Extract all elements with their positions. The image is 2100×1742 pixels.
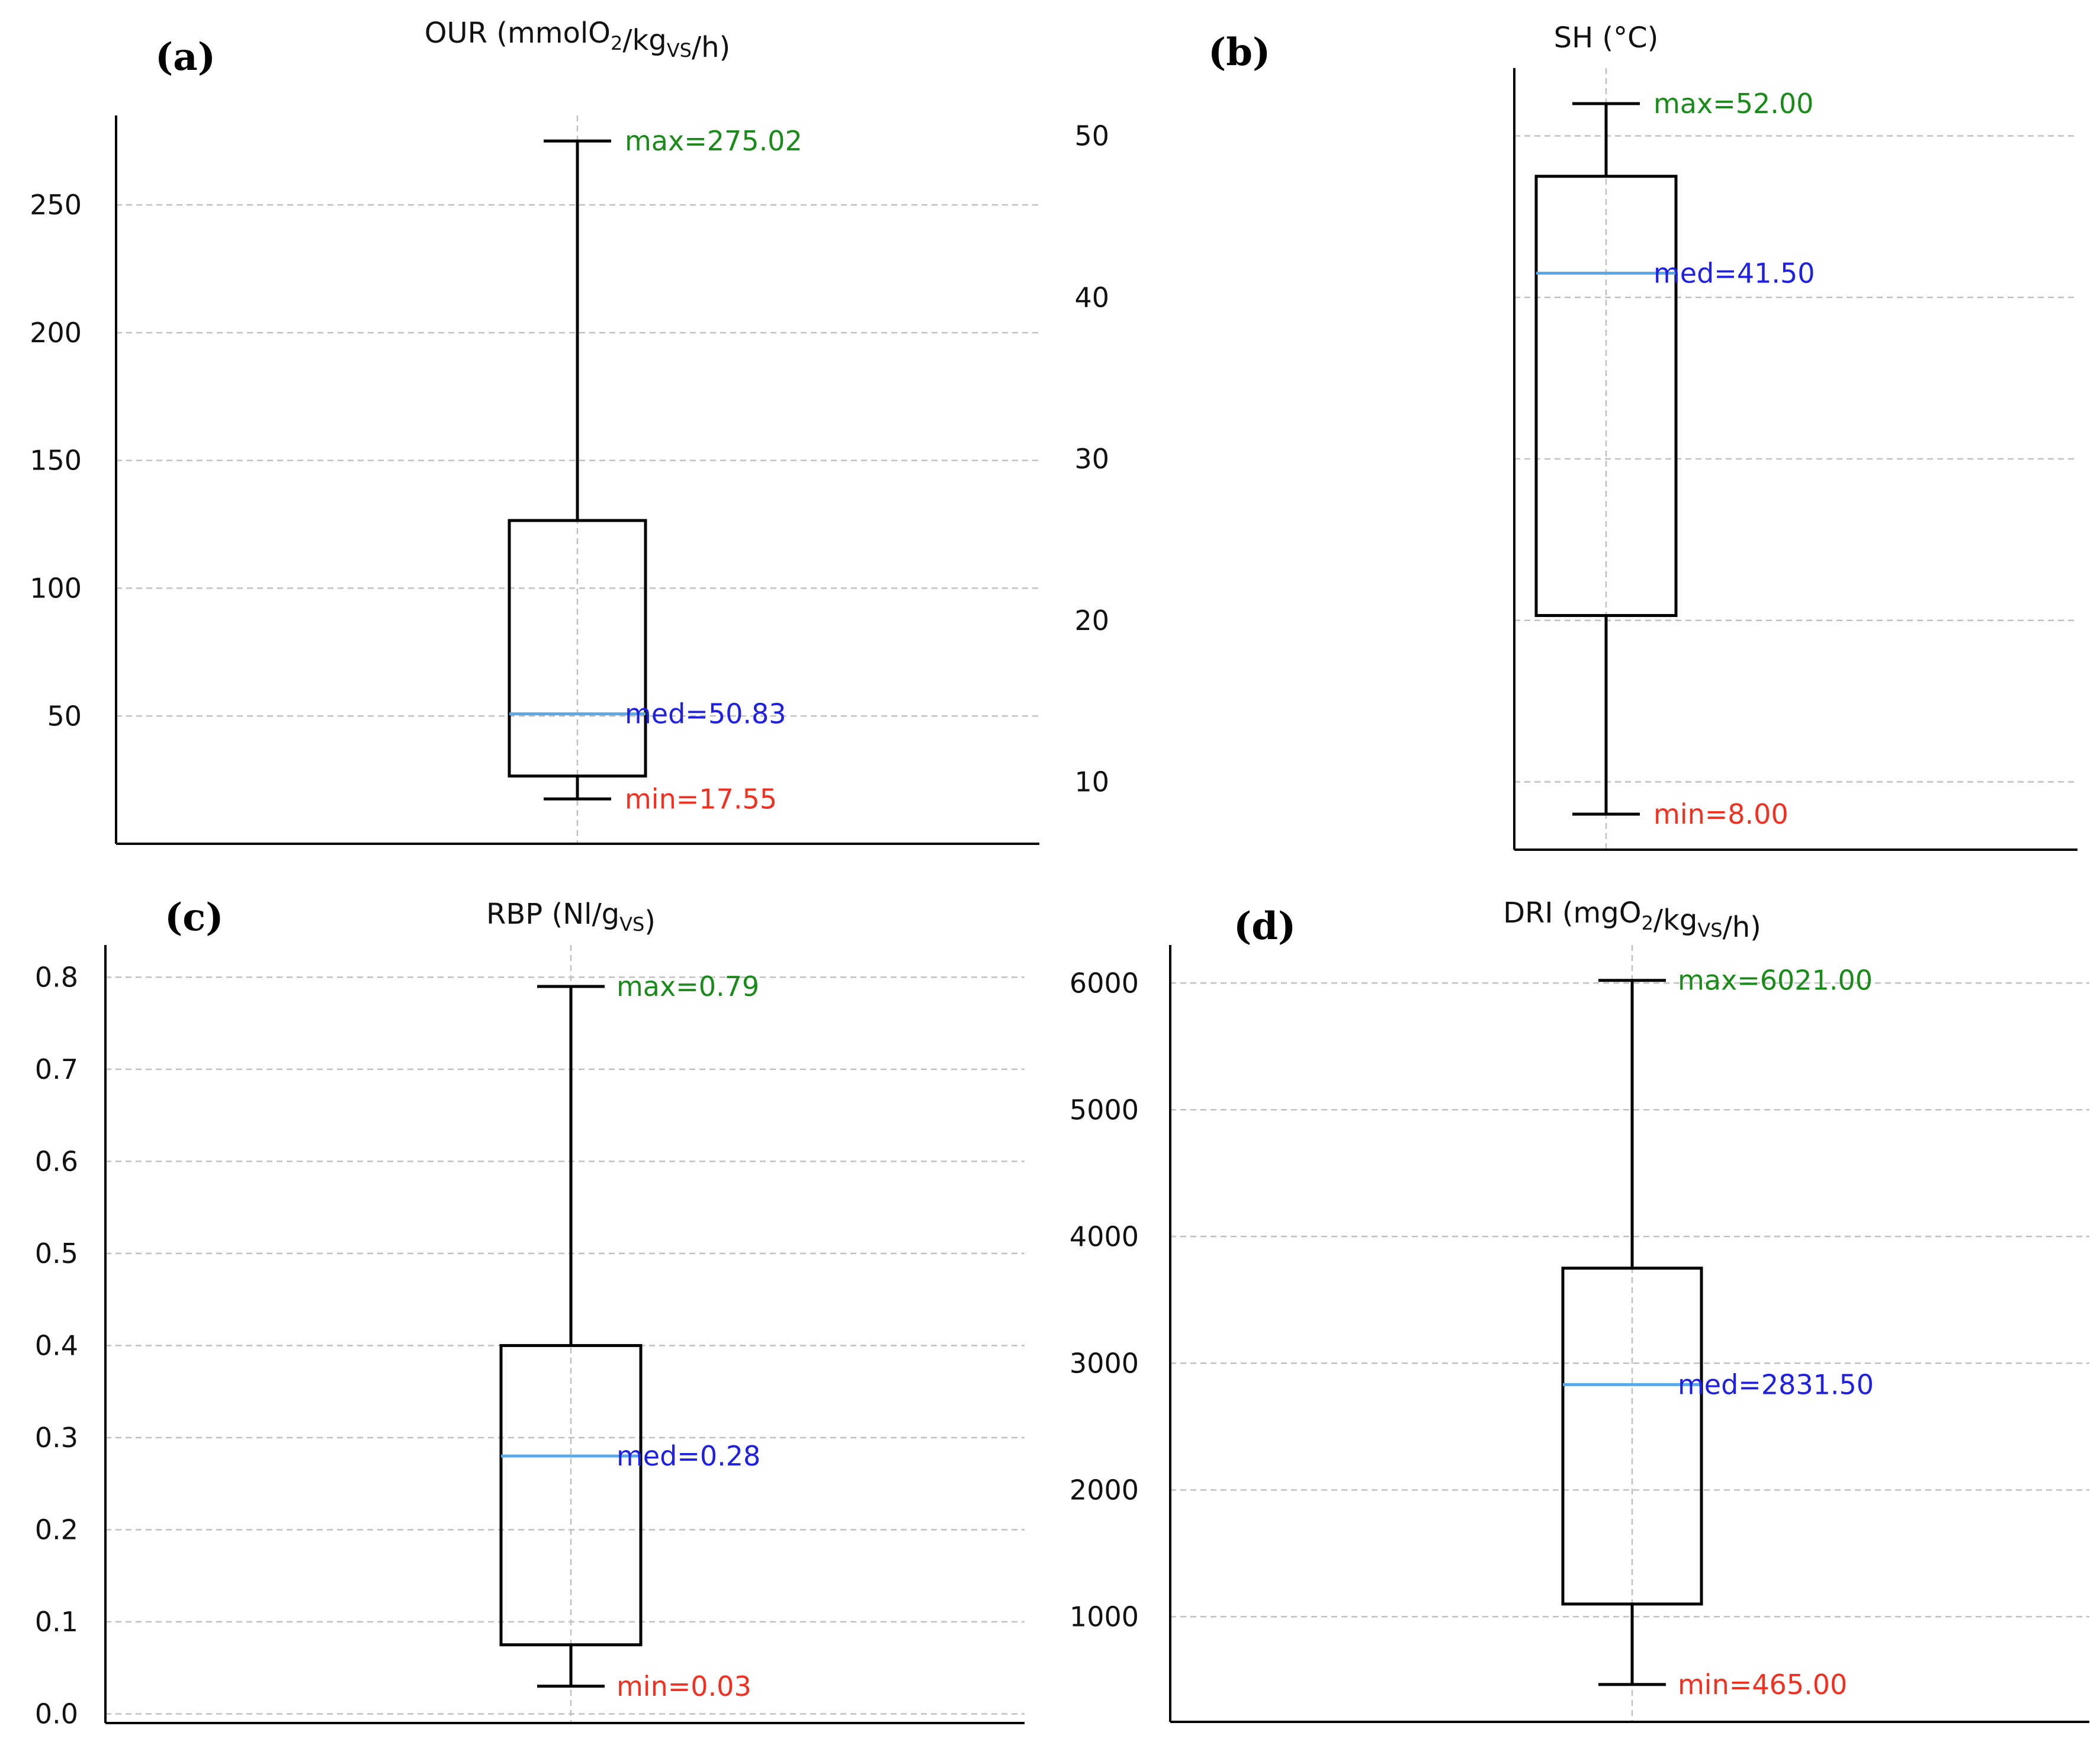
title-subscript: 2 (611, 32, 622, 54)
iqr-box (1534, 175, 1678, 618)
title-subscript: VS (619, 913, 644, 936)
min-annotation: min=0.03 (616, 1670, 752, 1702)
title-text: RBP (Nl/g (486, 898, 619, 931)
y-tick-label: 5000 (1070, 1094, 1139, 1126)
y-tick-label: 0.6 (35, 1146, 78, 1178)
y-tick-label: 50 (1074, 120, 1109, 152)
y-tick-label: 150 (30, 445, 82, 477)
median-annotation: med=50.83 (625, 698, 786, 730)
chart-c: 0.0 0.1 0.2 0.3 0.4 0.5 0.6 0.7 0.8 max=0.79 med=0… (35, 895, 1025, 1730)
max-annotation: max=52.00 (1653, 88, 1813, 120)
y-tick-label: 10 (1074, 766, 1109, 798)
panel-b: 10 20 30 40 50 max=52.00 med=41.50 min=8.00 (b) S… (1050, 0, 2100, 869)
median-annotation: med=0.28 (616, 1440, 760, 1472)
panel-label: (d) (1234, 904, 1296, 949)
y-tick-label: 50 (47, 700, 82, 732)
chart-title: RBP (Nl/gVS) (486, 898, 656, 938)
panel-label: (c) (165, 895, 224, 940)
title-subscript: 2 (1642, 912, 1653, 934)
y-tick-label: 1000 (1070, 1600, 1139, 1632)
title-text: SH (°C) (1554, 21, 1659, 54)
iqr-box (1561, 1267, 1703, 1606)
title-text: /kg (1653, 904, 1697, 937)
chart-title: DRI (mgO2/kgVS/h) (1503, 896, 1761, 944)
max-annotation: max=0.79 (616, 970, 759, 1002)
title-text: ) (644, 905, 656, 938)
chart-title: SH (°C) (1554, 21, 1659, 54)
y-tick-label: 0.0 (35, 1698, 78, 1730)
y-tick-label: 6000 (1070, 967, 1139, 999)
chart-d: 1000 2000 3000 4000 5000 6000 max=6021.00 med=2… (1070, 896, 2089, 1723)
y-tick-label: 0.8 (35, 962, 78, 994)
y-tick-label: 250 (30, 189, 82, 221)
title-text: DRI (mgO (1503, 896, 1641, 930)
y-tick-label: 0.4 (35, 1330, 78, 1362)
y-tick-label: 0.2 (35, 1514, 78, 1546)
max-annotation: max=275.02 (625, 125, 802, 157)
median-annotation: med=41.50 (1653, 257, 1815, 289)
panel-c: 0.0 0.1 0.2 0.3 0.4 0.5 0.6 0.7 0.8 max=0.79 med=0… (0, 869, 1050, 1739)
y-tick-label: 0.5 (35, 1238, 78, 1269)
min-annotation: min=8.00 (1653, 798, 1788, 830)
min-annotation: min=17.55 (625, 783, 777, 815)
y-tick-label: 4000 (1070, 1220, 1139, 1252)
panel-label: (a) (155, 35, 216, 79)
title-subscript: VS (1697, 919, 1722, 941)
title-text: OUR (mmolO (425, 17, 611, 50)
y-tick-label: 0.7 (35, 1053, 78, 1085)
y-tick-label: 100 (30, 573, 82, 605)
title-text: /h) (692, 31, 730, 64)
title-text: /h) (1723, 911, 1761, 944)
y-tick-label: 20 (1074, 605, 1109, 637)
median-annotation: med=2831.50 (1678, 1368, 1874, 1400)
y-tick-label: 200 (30, 317, 82, 349)
y-tick-label: 40 (1074, 281, 1109, 313)
panel-label: (b) (1208, 30, 1270, 75)
panel-d: 1000 2000 3000 4000 5000 6000 max=6021.00 med=2… (1050, 869, 2100, 1739)
y-tick-label: 30 (1074, 443, 1109, 475)
y-tick-label: 0.3 (35, 1422, 78, 1454)
chart-b: 10 20 30 40 50 max=52.00 med=41.50 min=8.00 (b) S… (1074, 21, 2077, 851)
title-subscript: VS (667, 39, 692, 62)
iqr-box (508, 519, 647, 778)
min-annotation: min=465.00 (1678, 1669, 1847, 1701)
iqr-box (499, 1344, 643, 1647)
y-tick-label: 2000 (1070, 1474, 1139, 1506)
y-tick-label: 3000 (1070, 1347, 1139, 1379)
chart-a: 50 100 150 200 250 max=275.02 med=50.83 min=17.… (30, 17, 1039, 845)
chart-title: OUR (mmolO2/kgVS/h) (425, 17, 731, 64)
title-text: /kg (622, 24, 666, 57)
y-tick-label: 0.1 (35, 1606, 78, 1638)
panel-a: 50 100 150 200 250 max=275.02 med=50.83 min=17.… (0, 0, 1050, 869)
max-annotation: max=6021.00 (1678, 965, 1873, 997)
